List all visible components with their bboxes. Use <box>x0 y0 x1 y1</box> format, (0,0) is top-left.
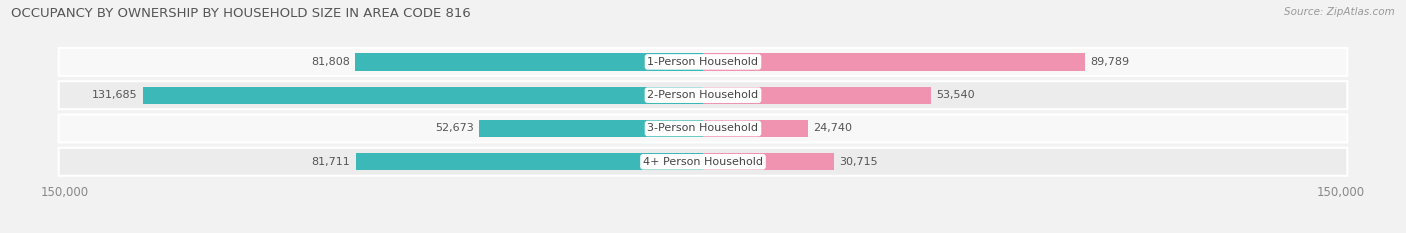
FancyBboxPatch shape <box>59 114 1347 142</box>
Bar <box>703 153 834 170</box>
Text: 4+ Person Household: 4+ Person Household <box>643 157 763 167</box>
Bar <box>703 120 808 137</box>
Text: 81,711: 81,711 <box>312 157 350 167</box>
Text: 1-Person Household: 1-Person Household <box>648 57 758 67</box>
Text: Source: ZipAtlas.com: Source: ZipAtlas.com <box>1284 7 1395 17</box>
Bar <box>356 53 703 71</box>
FancyBboxPatch shape <box>59 148 1347 176</box>
Bar <box>479 120 703 137</box>
Text: 81,808: 81,808 <box>311 57 350 67</box>
Bar <box>703 53 1085 71</box>
Bar <box>703 86 931 104</box>
Text: 24,740: 24,740 <box>813 123 852 134</box>
Text: 53,540: 53,540 <box>936 90 974 100</box>
FancyBboxPatch shape <box>59 48 1347 76</box>
Text: 89,789: 89,789 <box>1090 57 1129 67</box>
Text: 2-Person Household: 2-Person Household <box>647 90 759 100</box>
Text: 131,685: 131,685 <box>93 90 138 100</box>
Bar <box>356 153 703 170</box>
Text: OCCUPANCY BY OWNERSHIP BY HOUSEHOLD SIZE IN AREA CODE 816: OCCUPANCY BY OWNERSHIP BY HOUSEHOLD SIZE… <box>11 7 471 20</box>
Legend: Owner-occupied, Renter-occupied: Owner-occupied, Renter-occupied <box>576 232 830 233</box>
Bar <box>143 86 703 104</box>
FancyBboxPatch shape <box>59 81 1347 109</box>
Text: 52,673: 52,673 <box>434 123 474 134</box>
Text: 30,715: 30,715 <box>839 157 877 167</box>
Text: 3-Person Household: 3-Person Household <box>648 123 758 134</box>
